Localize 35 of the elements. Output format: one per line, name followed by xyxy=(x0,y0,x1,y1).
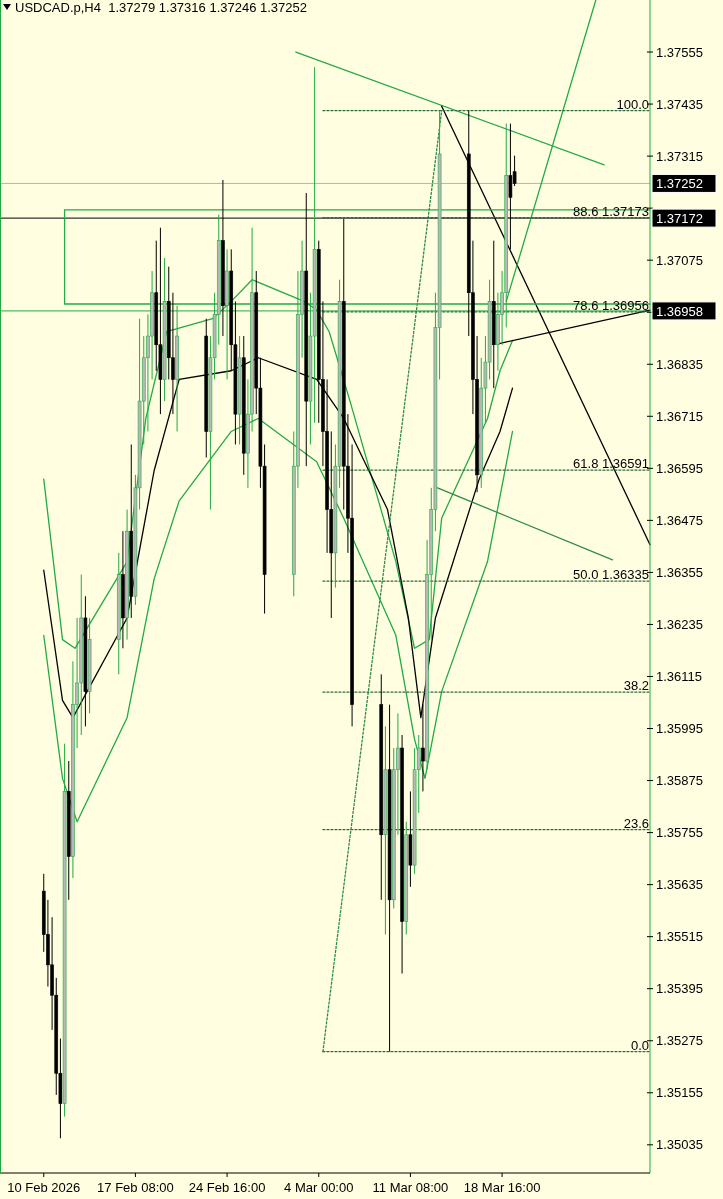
x-tick-label: 4 Mar 00:00 xyxy=(284,1180,354,1195)
x-tick-label: 18 Mar 16:00 xyxy=(463,1180,541,1195)
y-tick-label: 1.37435 xyxy=(656,96,703,112)
y-tick-label: 1.35155 xyxy=(656,1085,703,1101)
y-tick-label: 1.36115 xyxy=(656,668,703,684)
ref-line-label: 1.37252 xyxy=(656,176,703,192)
y-tick-label: 1.35755 xyxy=(656,825,703,841)
y-tick-label: 1.35275 xyxy=(656,1033,703,1049)
y-tick-label: 1.35515 xyxy=(656,929,703,945)
y-tick-label: 1.37555 xyxy=(656,44,703,60)
x-tick-label: 10 Feb 2026 xyxy=(7,1180,81,1195)
y-tick-label: 1.35875 xyxy=(656,773,703,789)
x-tick-label: 17 Feb 08:00 xyxy=(97,1180,174,1195)
y-tick-label: 1.36475 xyxy=(656,512,703,528)
annotation: 38.2 xyxy=(623,678,649,694)
annotation: 23.6 xyxy=(623,815,649,831)
y-tick-label: 1.35395 xyxy=(656,981,703,997)
y-tick-label: 1.35635 xyxy=(656,877,703,893)
annotation: 100.0 xyxy=(616,96,649,112)
y-tick-label: 1.37075 xyxy=(656,252,703,268)
y-tick-label: 1.36835 xyxy=(656,356,703,372)
y-tick-label: 1.36595 xyxy=(656,460,703,476)
y-tick-label: 1.37315 xyxy=(656,148,703,164)
y-tick-label: 1.35035 xyxy=(656,1137,703,1153)
ref-line-label: 1.36958 xyxy=(656,303,703,319)
y-tick-label: 1.36235 xyxy=(656,616,703,632)
x-tick-label: 11 Mar 08:00 xyxy=(372,1180,449,1195)
x-tick-label: 24 Feb 16:00 xyxy=(188,1180,266,1195)
chart-title: USDCAD.p,H4 1.37279 1.37316 1.37246 1.37252 xyxy=(15,0,307,15)
y-tick-label: 1.35995 xyxy=(656,721,703,737)
annotation: 50.0 1.36335 xyxy=(573,567,649,583)
y-tick-label: 1.36715 xyxy=(656,408,703,424)
annotation: 0.0 xyxy=(630,1037,649,1053)
y-tick-label: 1.36355 xyxy=(656,564,703,580)
ref-line-label: 1.37172 xyxy=(656,211,703,227)
